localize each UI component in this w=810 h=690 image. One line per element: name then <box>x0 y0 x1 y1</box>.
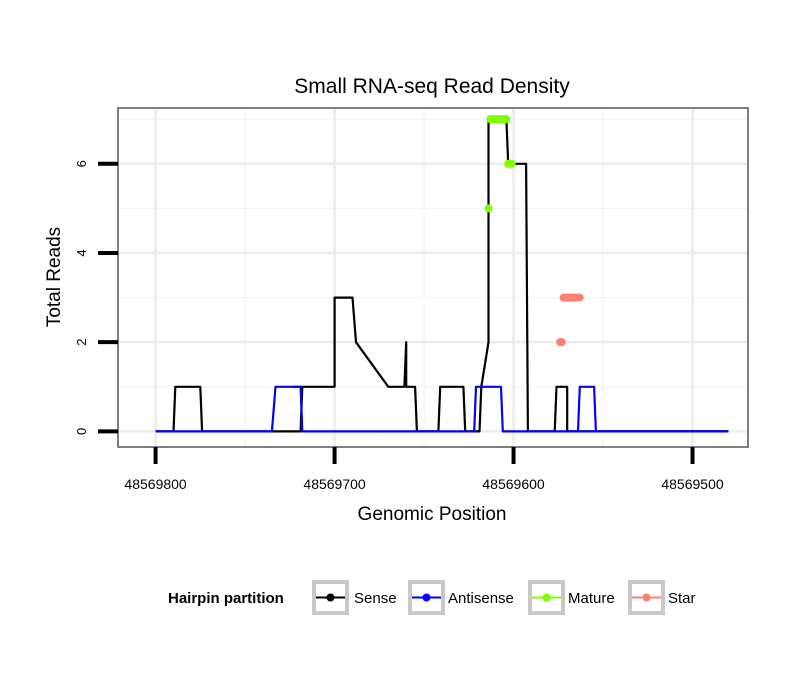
legend-item-sense: Sense <box>312 580 397 615</box>
legend-label: Sense <box>354 590 397 607</box>
series-line-antisense <box>270 385 383 433</box>
legend-title: Hairpin partition <box>168 590 284 607</box>
series-antisense <box>155 385 729 433</box>
legend-label: Antisense <box>448 590 514 607</box>
y-tick-label: 4 <box>74 249 89 256</box>
data-point-star <box>557 338 566 347</box>
legend-key-point <box>422 593 431 602</box>
x-axis-label: Genomic Position <box>358 504 507 525</box>
legend-label: Mature <box>568 590 615 607</box>
x-tick-label: 48569600 <box>482 476 545 492</box>
y-tick-label: 2 <box>74 339 89 346</box>
data-point-mature <box>484 204 493 213</box>
x-tick-label: 48569800 <box>124 476 187 492</box>
data-point-mature <box>502 115 511 124</box>
data-point-mature <box>507 159 516 168</box>
series-star <box>556 293 584 347</box>
y-axis-label: Total Reads <box>44 227 65 327</box>
legend: Hairpin partition Sense Antisense Mature St… <box>168 580 696 615</box>
legend-key-point <box>642 593 651 602</box>
legend-item-mature: Mature <box>528 580 615 615</box>
legend-items: Sense Antisense Mature Star <box>312 580 696 615</box>
series-line-antisense <box>567 385 729 433</box>
plot-panel <box>117 107 749 448</box>
legend-item-star: Star <box>628 580 696 615</box>
panel-border <box>117 107 749 448</box>
legend-item-antisense: Antisense <box>408 580 514 615</box>
y-tick-label: 6 <box>74 160 89 167</box>
x-tick-label: 48569700 <box>303 476 366 492</box>
panel-background <box>118 108 748 447</box>
x-tick-label: 48569500 <box>661 476 724 492</box>
legend-key-point <box>542 593 551 602</box>
data-point-star <box>575 293 584 302</box>
chart-title: Small RNA-seq Read Density <box>294 75 570 98</box>
legend-key-point <box>326 593 335 602</box>
series-line-antisense <box>382 385 729 433</box>
y-axis: 0 2 4 6 <box>74 160 118 435</box>
series-mature <box>484 115 516 213</box>
x-axis: 48569800 48569700 48569600 48569500 <box>124 447 724 492</box>
legend-label: Star <box>668 590 696 607</box>
y-tick-label: 0 <box>74 428 89 435</box>
